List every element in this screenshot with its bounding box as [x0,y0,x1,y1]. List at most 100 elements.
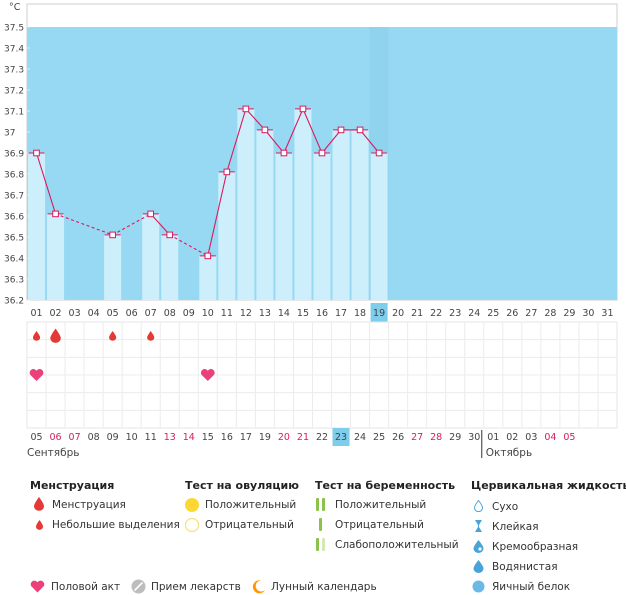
temperature-point [356,126,364,134]
temperature-segment [283,108,304,154]
y-tick-label: 36.5 [4,234,24,244]
temperature-point [204,252,212,260]
x-day-label: 12 [240,308,252,319]
calendar-date-label: 10 [126,432,138,443]
legend-item-spotting: Небольшие выделения [52,519,180,531]
calendar-date-label: 26 [392,432,404,443]
temperature-segment [302,108,323,154]
temperature-point [337,126,345,134]
y-unit-label: °C [9,2,21,13]
menstruation-drop [50,328,61,343]
temperature-segment [245,108,266,131]
pill-icon [131,579,146,594]
temperature-segment [55,213,113,236]
calendar-date-label: 01 [487,432,499,443]
x-day-label: 05 [107,308,119,319]
legend-item-menstruation: Менструация [52,499,126,511]
legend-item-pregnancy-faint: Слабоположительный [335,539,459,551]
calendar-date-label: 05 [563,432,575,443]
y-tick-label: 37.3 [4,66,24,76]
bbt-chart: °C 36.2 36.3 36.4 36.5 36.6 36.7 36.8 36.9 37 37.1… [4,2,618,459]
calendar-date-label: 21 [297,432,309,443]
legend-title-pregnancy: Тест на беременность [315,479,456,492]
temperature-point [33,149,40,157]
calendar-date-label: 28 [430,432,442,443]
month-right-label: Октябрь [486,447,532,459]
intercourse-heart [29,369,44,381]
legend-item-ovulation-negative: Отрицательный [205,519,294,531]
y-tick-label: 36.6 [4,213,24,223]
x-day-label: 11 [221,308,233,319]
legend-item-watery: Водянистая [492,561,558,573]
temperature-point [375,149,383,157]
calendar-date-label: 02 [506,432,518,443]
legend-title-menstruation: Менструация [30,479,115,492]
x-day-label: 19 [373,308,385,319]
temperature-segment [359,129,380,154]
legend-item-sticky: Клейкая [492,521,539,533]
y-tick-label: 36.8 [4,171,24,181]
calendar-date-label: 11 [145,432,157,443]
legend-title-ovulation: Тест на овуляцию [185,479,299,492]
temperature-point [242,105,250,113]
intercourse-heart [200,369,215,381]
temperature-segment [35,152,57,215]
calendar-date-label: 19 [259,432,271,443]
temperature-bar [199,255,217,300]
ovulation-positive-icon [185,498,199,512]
temperature-bar [237,108,255,301]
calendar-date-label: 15 [202,432,214,443]
legend-item-intercourse: Половой акт [51,581,121,593]
temperature-point [166,231,174,239]
temperature-point [109,231,116,239]
calendar-date-label: 14 [183,432,195,443]
temperature-segment [264,129,285,154]
egg-white-icon [472,580,485,593]
x-day-label: 07 [145,308,157,319]
spotting-drop [147,330,155,341]
x-day-label: 02 [50,308,62,319]
x-day-label: 10 [202,308,214,319]
temperature-bar [313,153,331,300]
calendar-date-label: 24 [354,432,366,443]
legend-item-egg-white: Яичный белок [492,581,571,593]
temperature-bar [351,129,369,300]
calendar-date-label: 05 [30,432,42,443]
calendar-date-label: 20 [278,432,290,443]
temperature-bar [370,153,388,300]
temperature-point [52,210,59,218]
temperature-point [223,168,231,176]
temperature-point [261,126,269,134]
y-tick-label: 36.2 [4,297,24,307]
pregnancy-positive-icon [316,498,325,511]
calendar-date-label: 13 [164,432,176,443]
x-day-label: 17 [335,308,347,319]
calendar-date-label: 29 [449,432,461,443]
legend-item-dry: Сухо [492,501,519,513]
pregnancy-faint-icon [316,538,325,551]
temperature-segment [321,129,342,154]
y-tick-label: 37.1 [4,108,24,118]
x-day-label: 09 [183,308,195,319]
drop-small-icon [36,520,43,530]
temperature-bar [47,213,65,300]
heart-icon [30,580,45,593]
x-day-label: 15 [297,308,309,319]
x-day-label: 20 [392,308,404,319]
x-day-label: 23 [449,308,461,319]
spotting-drop [32,330,41,341]
moon-icon [252,580,265,594]
temperature-segment [169,234,209,257]
calendar-date-label: 03 [525,432,537,443]
creamy-icon [473,540,484,553]
calendar-date-label: 04 [544,432,556,443]
y-tick-label: 37.2 [4,87,24,97]
calendar-date-label: 22 [316,432,328,443]
y-tick-label: 36.3 [4,276,24,286]
current-day-badge [370,303,388,322]
pregnancy-negative-icon [319,518,322,531]
x-day-label: 18 [354,308,366,319]
legend-title-cervical: Цервикальная жидкость [471,479,626,492]
dry-icon [474,500,483,512]
x-day-label: 29 [563,308,575,319]
